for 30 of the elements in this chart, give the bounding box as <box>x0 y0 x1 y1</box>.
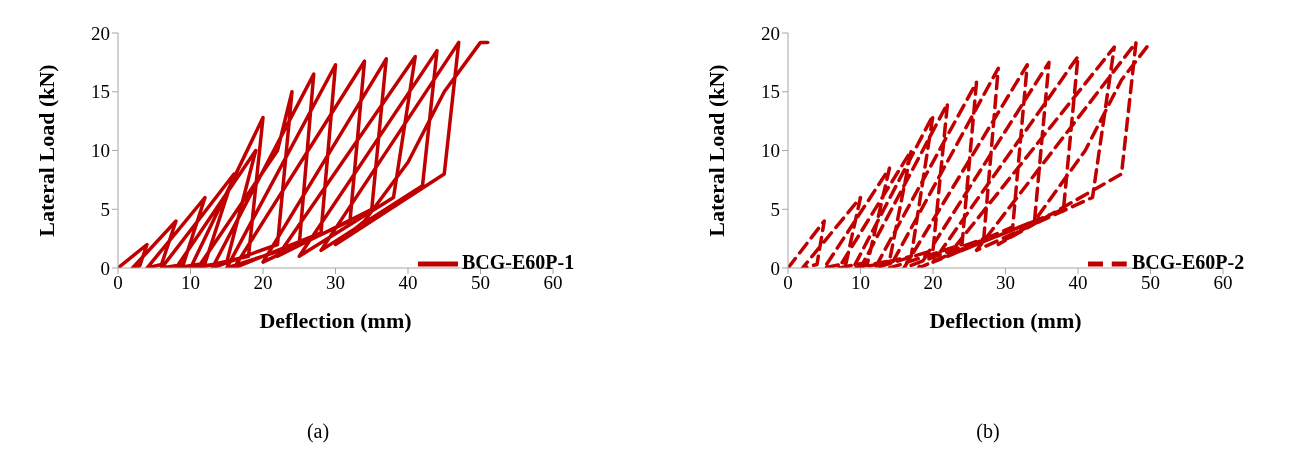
x-tick-label: 10 <box>851 272 870 294</box>
x-tick-label: 20 <box>253 272 273 294</box>
legend-label: BCG-E60P-2 <box>1132 250 1245 273</box>
text: (a) <box>305 420 331 443</box>
x-tick-label: 30 <box>326 272 345 294</box>
x-tick-label: 60 <box>1213 272 1233 294</box>
y-axis-title: Lateral Load (kN) <box>703 64 729 237</box>
x-tick-label: 40 <box>1068 272 1088 294</box>
x-tick-label: 30 <box>996 272 1015 294</box>
y-tick-label: 15 <box>761 81 780 103</box>
y-tick-label: 20 <box>91 22 110 44</box>
x-tick-label: 10 <box>181 272 200 294</box>
y-tick-label: 10 <box>91 140 110 162</box>
x-axis-title: Deflection (mm) <box>929 308 1082 333</box>
legend-label: BCG-E60P-1 <box>462 250 575 273</box>
x-tick-label: 20 <box>923 272 943 294</box>
text: (b) <box>975 420 1001 443</box>
x-tick-label: 50 <box>471 272 490 294</box>
y-tick-label: 5 <box>770 198 780 220</box>
y-tick-label: 0 <box>770 257 780 279</box>
y-tick-label: 20 <box>761 22 780 44</box>
x-tick-label: 40 <box>398 272 418 294</box>
x-tick-label: 50 <box>1141 272 1160 294</box>
y-tick-label: 5 <box>100 198 110 220</box>
y-tick-label: 15 <box>91 81 110 103</box>
y-tick-label: 10 <box>761 140 780 162</box>
x-axis-title: Deflection (mm) <box>259 308 412 333</box>
y-axis-title: Lateral Load (kN) <box>33 64 59 237</box>
y-tick-label: 0 <box>100 257 110 279</box>
x-tick-label: 60 <box>543 272 563 294</box>
